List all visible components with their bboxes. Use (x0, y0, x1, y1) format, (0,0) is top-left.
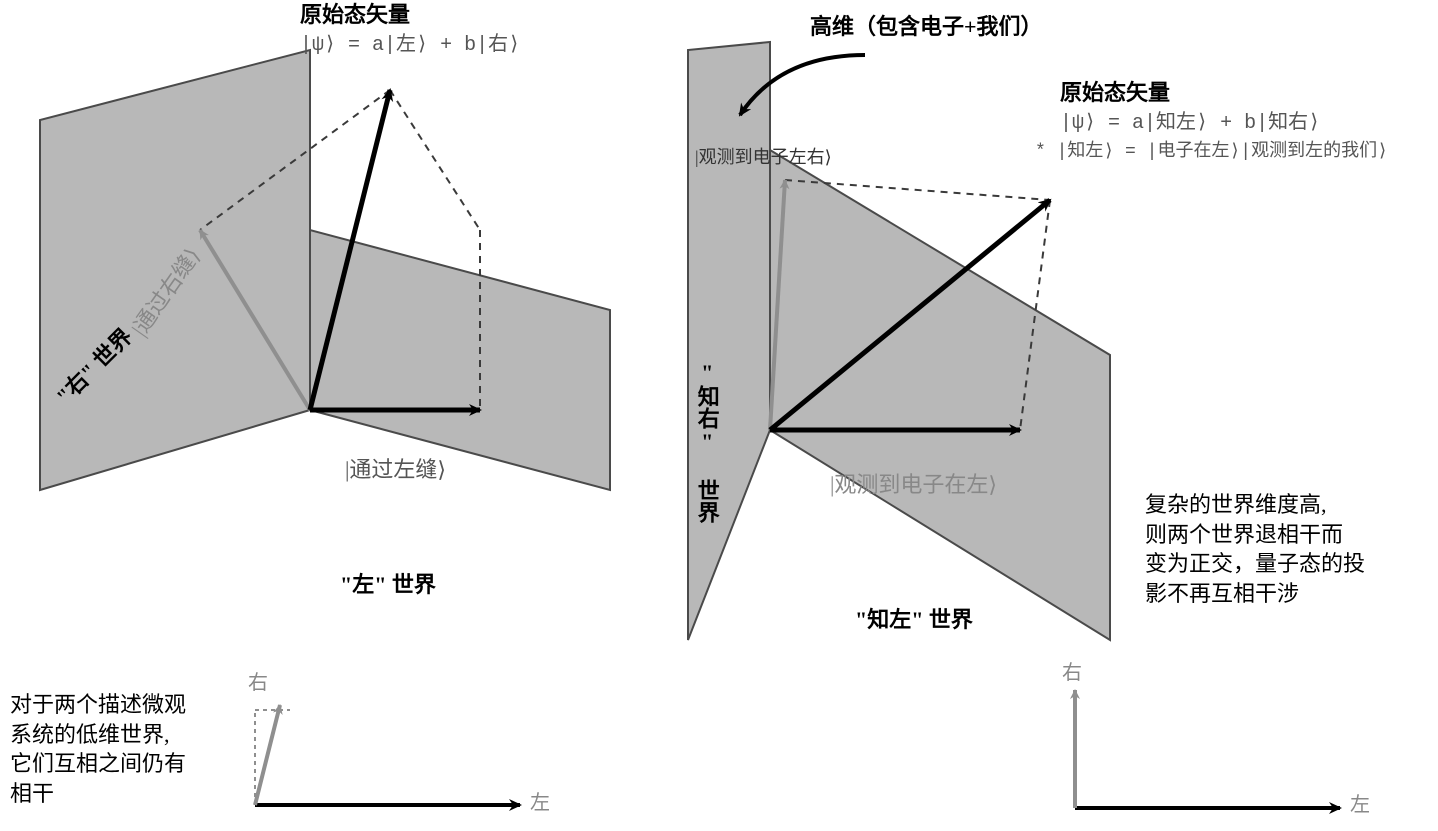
left-small-y-label: 右 (248, 670, 268, 697)
right-small-axes (1075, 690, 1340, 808)
right-obs-lr: |观测到电子左右⟩ (695, 145, 832, 169)
right-formula1: |ψ⟩ = a|知左⟩ + b|知右⟩ (1060, 110, 1320, 137)
right-proj-left-label: |观测到电子在左⟩ (830, 470, 997, 500)
diagram-root: 原始态矢量 |ψ⟩ = a|左⟩ + b|右⟩ "右" 世界 "左" 世界 |通… (0, 0, 1438, 831)
right-small-y-label: 右 (1062, 660, 1082, 687)
right-caption: 复杂的世界维度高, 则两个世界退相干而 变为正交，量子态的投 影不再互相干涉 (1145, 490, 1365, 609)
right-right-world: "知右" 世界 (692, 360, 722, 523)
right-highdim: 高维（包含电子+我们） (810, 12, 1043, 42)
left-small-axes (255, 705, 520, 805)
left-left-world: "左" 世界 (340, 570, 436, 600)
left-caption: 对于两个描述微观 系统的低维世界, 它们互相之间仍有 相干 (10, 690, 186, 809)
left-formula: |ψ⟩ = a|左⟩ + b|右⟩ (300, 32, 520, 59)
right-formula2: * |知左⟩ = |电子在左⟩|观测到左的我们⟩ (1035, 140, 1388, 164)
left-proj-left-label: |通过左缝⟩ (345, 455, 446, 485)
right-left-world: "知左" 世界 (855, 605, 973, 635)
left-title: 原始态矢量 (300, 0, 410, 30)
left-small-x-label: 左 (530, 790, 550, 817)
left-diagram (40, 50, 610, 490)
right-diagram (688, 42, 1110, 640)
right-title: 原始态矢量 (1060, 78, 1170, 108)
right-small-x-label: 左 (1350, 792, 1370, 819)
